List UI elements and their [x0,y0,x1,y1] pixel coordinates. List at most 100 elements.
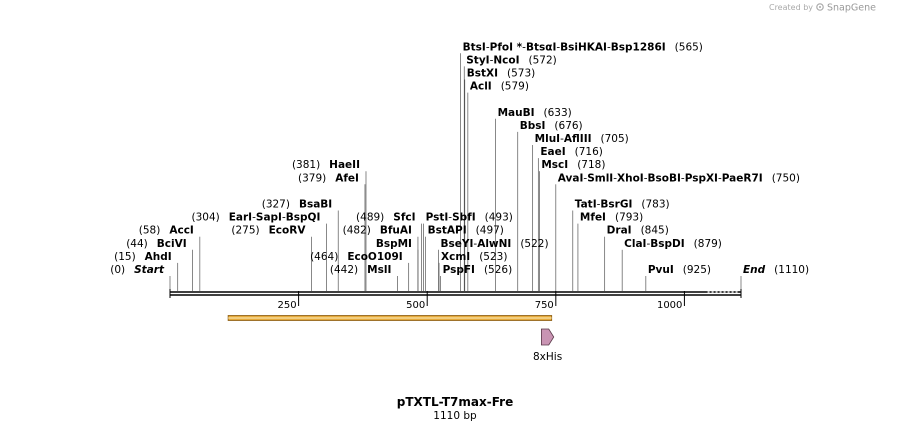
site-position: (275) [231,225,259,237]
restriction-site[interactable]: (442) MslI [330,264,391,276]
enzyme-separator: - [556,41,560,53]
enzyme-name: XhoI [617,172,644,184]
enzyme-name: MslI [367,264,391,276]
restriction-site[interactable]: (44) BciVI [126,238,186,250]
restriction-site[interactable]: BstAPI (497) [428,225,504,237]
credit-brand: SnapGene [827,3,876,14]
site-position: (925) [683,264,711,276]
site-position: (381) [292,159,320,171]
enzyme-name: BbsI [520,120,546,132]
restriction-site[interactable]: MluI - AflIII (705) [535,133,629,145]
restriction-site[interactable]: PspFI (526) [443,264,513,276]
snapgene-logo-icon [816,3,824,11]
plasmid-size: 1110 bp [433,410,477,422]
site-position: (705) [601,133,629,145]
restriction-site[interactable]: (482) BfuAI [343,225,412,237]
enzyme-name: PaeR7I [722,172,763,184]
site-position: (572) [529,54,557,66]
enzyme-name: Bsp1286I [611,41,666,53]
enzyme-name: SmlI [587,172,613,184]
enzyme-separator: - [644,172,648,184]
restriction-site[interactable]: (379) AfeI [298,172,359,184]
restriction-site[interactable]: AclI (579) [470,81,529,93]
site-position: (497) [476,225,504,237]
enzyme-separator: - [613,172,617,184]
enzyme-name: SapI [256,212,282,224]
site-position: (15) [114,251,136,263]
restriction-site[interactable]: (381) HaeII [292,159,360,171]
enzyme-separator: - [473,238,477,250]
site-position: (44) [126,238,148,250]
enzyme-separator: - [522,41,526,53]
restriction-site[interactable]: PstI - SbfI (493) [426,212,513,224]
site-position: (565) [675,41,703,53]
site-position: (304) [192,212,220,224]
enzyme-name: PvuI [648,264,674,276]
site-position: (750) [772,172,800,184]
enzyme-separator: - [252,212,256,224]
restriction-site[interactable]: PvuI (925) [648,264,711,276]
site-position: (573) [507,68,535,80]
enzyme-name: BsoBI [648,172,681,184]
restriction-site[interactable]: (275) EcoRV [231,225,306,237]
restriction-site[interactable]: MfeI (793) [580,212,643,224]
restriction-site[interactable]: BseYI - AlwNI (522) [441,238,549,250]
restriction-site[interactable]: BtsI - PfoI * - BtsαI - BsiHKAI - Bsp128… [463,41,703,53]
restriction-site[interactable]: AvaI - SmlI - XhoI - BsoBI - PspXI - Pae… [558,172,800,184]
restriction-site[interactable]: BbsI (676) [520,120,583,132]
enzyme-separator: - [681,172,685,184]
enzyme-name: End [743,264,766,276]
restriction-site[interactable]: MauBI (633) [498,107,572,119]
enzyme-name: BfuAI [380,225,412,237]
site-position: (489) [356,212,384,224]
restriction-site[interactable]: XcmI (523) [441,251,507,263]
ruler-tick-label: 250 [278,300,297,311]
enzyme-name: AlwNI [477,238,511,250]
restriction-site[interactable]: (0) Start [110,264,165,276]
enzyme-name: HaeII [329,159,360,171]
restriction-site[interactable]: BstXI (573) [467,68,536,80]
restriction-site[interactable]: End (1110) [743,264,809,276]
restriction-site[interactable]: DraI (845) [607,225,669,237]
ruler-tick-label: 500 [406,300,425,311]
restriction-site[interactable]: (58) AccI [139,225,194,237]
restriction-site[interactable]: TatI - BsrGI (783) [575,199,670,211]
enzyme-separator: - [560,133,564,145]
enzyme-name: Start [134,264,165,276]
restriction-site[interactable]: (489) SfcI [356,212,416,224]
site-position: (493) [485,212,513,224]
restriction-site[interactable]: (464) EcoO109I [310,251,403,263]
snapgene-credit[interactable]: Created by SnapGene [769,3,876,14]
restriction-site[interactable]: (327) BsaBI [262,199,332,211]
site-position: (522) [520,238,548,250]
site-position: (482) [343,225,371,237]
enzyme-name: MfeI [580,212,606,224]
restriction-site[interactable]: ClaI - BspDI (879) [624,238,722,250]
site-position: (0) [110,264,125,276]
enzyme-name: PspXI [685,172,718,184]
restriction-site[interactable]: MscI (718) [541,159,605,171]
enzyme-separator: - [583,172,587,184]
site-position: (526) [484,264,512,276]
enzyme-separator: - [490,54,494,66]
restriction-site[interactable]: (15) AhdI [114,251,172,263]
enzyme-name: PspFI [443,264,475,276]
his-tag-feature-arrow[interactable] [541,328,555,346]
enzyme-name: MscI [541,159,568,171]
site-position: (718) [577,159,605,171]
enzyme-name: AclI [470,81,492,93]
site-position: (845) [641,225,669,237]
enzyme-separator: - [597,199,601,211]
enzyme-name: EarI [229,212,252,224]
site-position: (793) [615,212,643,224]
site-position: (379) [298,172,326,184]
enzyme-name: EcoO109I [347,251,402,263]
restriction-site[interactable]: BspMI [376,238,412,250]
restriction-site[interactable]: StyI - NcoI (572) [466,54,557,66]
restriction-site[interactable]: EaeI (716) [540,146,603,158]
enzyme-separator: - [448,212,452,224]
ruler-tick-label: 1000 [657,300,682,311]
site-position: (464) [310,251,338,263]
enzyme-name: AfeI [335,172,359,184]
restriction-site[interactable]: (304) EarI - SapI - BspQI [192,212,321,224]
